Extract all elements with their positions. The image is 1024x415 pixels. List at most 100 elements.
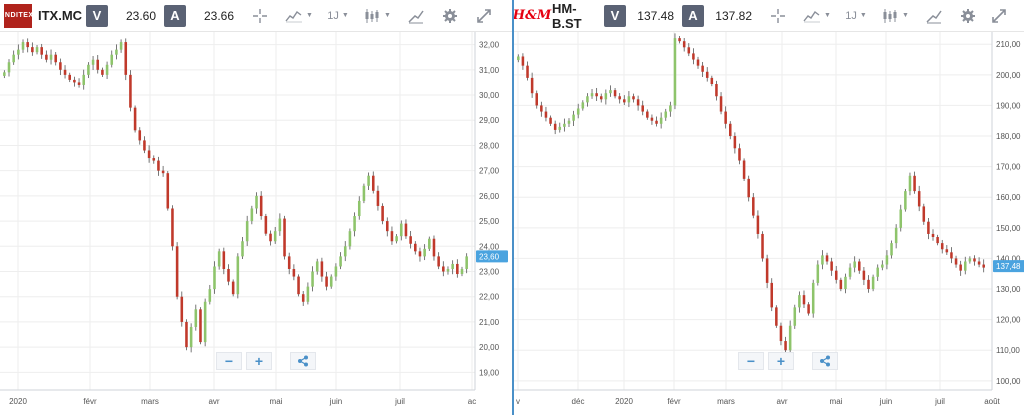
chart-type-line-icon[interactable]: ▼ [278, 4, 320, 28]
candle [908, 172, 912, 196]
price-chart[interactable]: 32,00 31,00 30,00 29,00 28,00 27,00 26,00 25,00… [0, 32, 512, 415]
price-chart[interactable]: 210,00 200,00 190,00 180,00 170,00 160,00 150,… [514, 32, 1024, 415]
candle [807, 302, 810, 316]
x-axis-tick-label: mai [830, 397, 843, 406]
candle [437, 252, 440, 270]
candle [320, 257, 324, 282]
x-axis-tick-label: 2020 [615, 397, 633, 406]
candle [367, 172, 370, 190]
candle [217, 248, 221, 270]
last-price-tag [993, 260, 1024, 273]
zoom-in-button[interactable]: + [246, 352, 272, 370]
candle [194, 304, 198, 331]
chevron-down-icon: ▼ [384, 12, 391, 19]
candle [540, 101, 543, 117]
crosshair-icon[interactable] [760, 4, 796, 28]
chart-type-line-icon[interactable]: ▼ [796, 4, 838, 28]
sell-button[interactable]: V [604, 4, 626, 27]
zoom-controls: − + [738, 352, 838, 370]
candle [171, 205, 174, 251]
candle [673, 33, 677, 110]
chevron-down-icon: ▼ [306, 12, 313, 19]
candle [287, 252, 291, 275]
candle [231, 279, 235, 297]
candle [353, 212, 356, 237]
candle [848, 263, 852, 280]
candle [381, 203, 384, 225]
candle [12, 50, 15, 65]
candle [844, 273, 847, 294]
last-price-label: 23,60 [479, 252, 500, 261]
sell-button[interactable]: V [86, 4, 108, 27]
candle [329, 274, 333, 289]
y-axis-tick-label: 120,00 [996, 316, 1021, 325]
buy-button[interactable]: A [164, 4, 186, 27]
zoom-in-button[interactable]: + [768, 352, 794, 370]
candle [325, 271, 328, 291]
y-axis-tick-label: 20,00 [479, 343, 500, 352]
candle [950, 247, 953, 264]
candle [456, 259, 459, 278]
candle [659, 112, 663, 129]
candle [779, 322, 783, 346]
candle [802, 290, 806, 309]
candle [343, 241, 347, 262]
candle [936, 234, 939, 246]
timeframe-dropdown[interactable]: 1J ▼ [320, 4, 356, 28]
zoom-out-button[interactable]: − [738, 352, 764, 370]
candle [581, 100, 585, 111]
candle [830, 257, 833, 276]
x-axis-tick-label: août [984, 397, 1000, 406]
y-axis-tick-label: 25,00 [479, 217, 500, 226]
y-axis-tick-label: 30,00 [479, 91, 500, 100]
y-axis-tick-label: 26,00 [479, 192, 500, 201]
candle [371, 171, 375, 194]
timeframe-label: 1J [845, 9, 857, 22]
candle [180, 291, 184, 327]
share-button[interactable] [812, 352, 838, 370]
chart-toolbar: H&M HM-B.ST V 137.48 A 137.82 ▼ 1J ▼ ▼ [514, 0, 1024, 32]
candle [17, 44, 20, 60]
instrument-symbol[interactable]: HM-B.ST [552, 0, 582, 31]
candle [945, 245, 949, 255]
candle [7, 59, 11, 77]
candle [761, 231, 764, 262]
candle [692, 48, 695, 65]
candle [798, 291, 801, 313]
candlestick-icon[interactable]: ▼ [874, 4, 916, 28]
buy-button[interactable]: A [682, 4, 704, 27]
drawing-tools-icon[interactable] [916, 4, 952, 28]
candle [400, 220, 403, 241]
candle [208, 284, 212, 305]
candle [423, 244, 426, 261]
candle [558, 122, 562, 133]
candle [871, 274, 875, 292]
candle [728, 121, 732, 140]
crosshair-icon[interactable] [242, 4, 278, 28]
candle [636, 95, 640, 111]
x-axis-tick-label: mai [270, 397, 283, 406]
y-axis-tick-label: 28,00 [479, 141, 500, 150]
expand-icon[interactable] [984, 4, 1014, 28]
y-axis-tick-label: 23,00 [479, 268, 500, 277]
candle [306, 282, 310, 305]
last-price-label: 137,48 [996, 262, 1021, 271]
candlestick-icon[interactable]: ▼ [356, 4, 398, 28]
y-axis-tick-label: 180,00 [996, 132, 1021, 141]
gear-icon[interactable] [952, 4, 984, 28]
candle [890, 240, 893, 259]
candle [940, 239, 944, 254]
share-button[interactable] [290, 352, 316, 370]
candle [816, 260, 820, 286]
candle [521, 53, 525, 70]
y-axis-tick-label: 210,00 [996, 40, 1021, 49]
gear-icon[interactable] [434, 4, 466, 28]
x-axis-tick-label: févr [83, 397, 97, 406]
timeframe-dropdown[interactable]: 1J ▼ [838, 4, 874, 28]
drawing-tools-icon[interactable] [398, 4, 434, 28]
instrument-symbol[interactable]: ITX.MC [38, 8, 83, 23]
expand-icon[interactable] [466, 4, 502, 28]
y-axis-tick-label: 140,00 [996, 254, 1021, 263]
candle [821, 250, 824, 270]
zoom-out-button[interactable]: − [216, 352, 242, 370]
